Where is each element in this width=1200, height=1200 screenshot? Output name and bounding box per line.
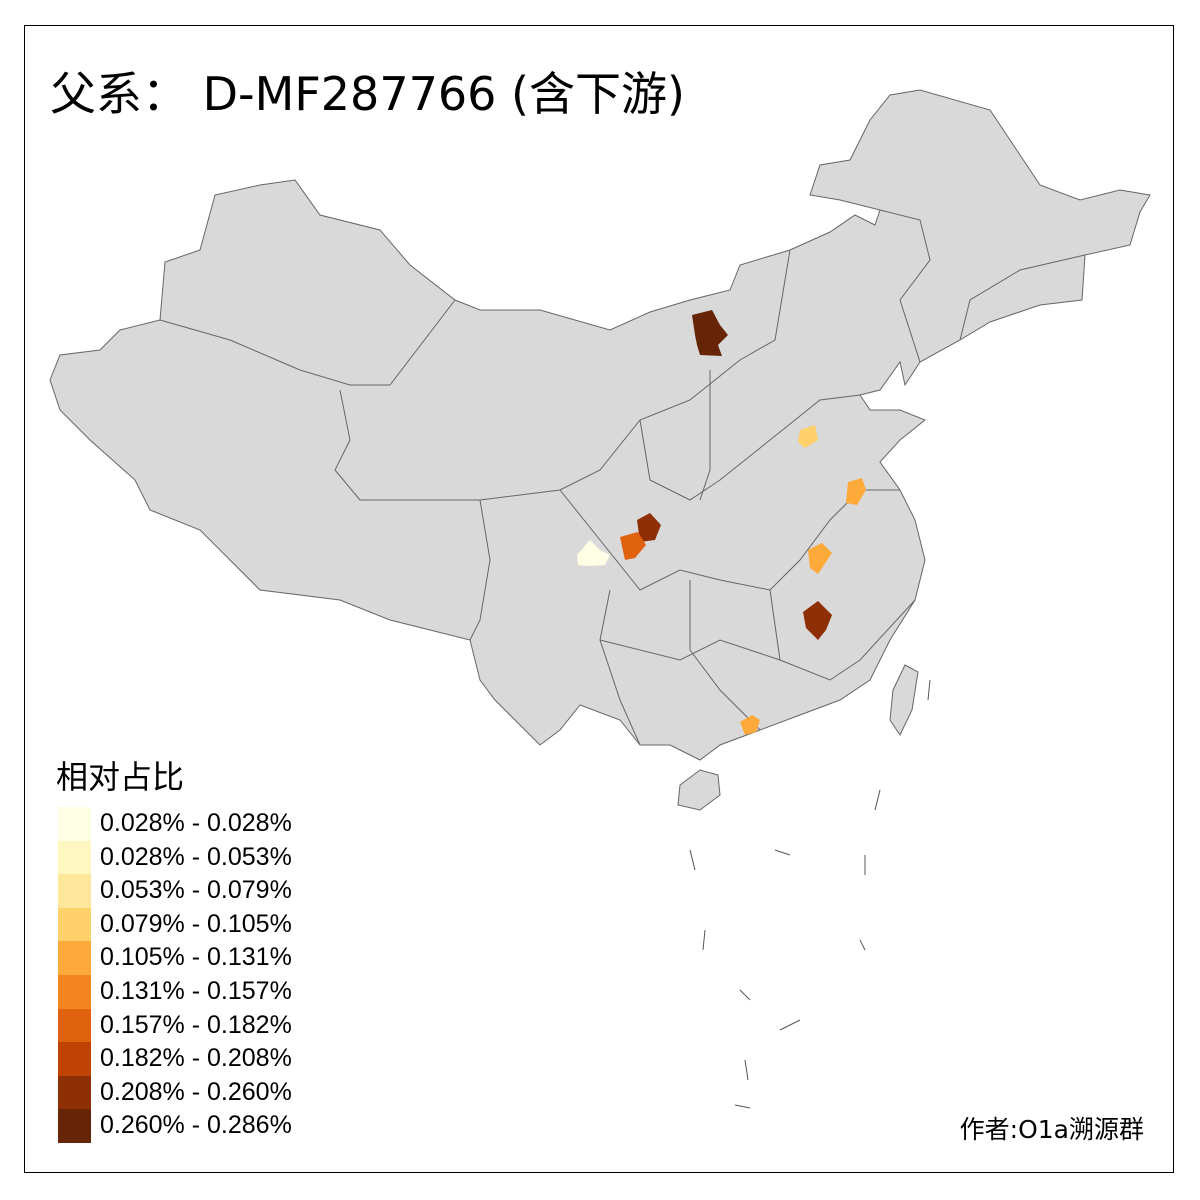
legend-label: 0.131% - 0.157% xyxy=(100,977,292,1005)
legend-label: 0.157% - 0.182% xyxy=(100,1010,292,1039)
highlighted-region xyxy=(620,532,646,560)
legend-swatch xyxy=(58,1042,91,1076)
legend-item: 0.157% - 0.182% xyxy=(58,1008,358,1043)
legend-swatch xyxy=(58,840,91,875)
legend-swatch xyxy=(58,1109,91,1143)
highlighted-region xyxy=(577,540,610,566)
legend-label: 0.079% - 0.105% xyxy=(100,909,292,938)
highlighted-region xyxy=(692,310,728,356)
legend-item: 0.182% - 0.208% xyxy=(58,1042,358,1076)
china-mainland xyxy=(49,89,1151,761)
taiwan xyxy=(889,664,919,737)
legend-swatch xyxy=(58,907,91,942)
legend-label: 0.053% - 0.079% xyxy=(100,876,292,905)
map-frame xyxy=(24,25,1174,1173)
legend-label: 0.182% - 0.208% xyxy=(100,1044,292,1073)
legend-swatch xyxy=(58,874,91,908)
legend-item: 0.131% - 0.157% xyxy=(58,975,358,1009)
highlighted-regions xyxy=(577,310,866,735)
author-credit: 作者:O1a溯源群 xyxy=(959,1115,1144,1144)
legend-item: 0.028% - 0.028% xyxy=(58,807,358,841)
page-title: 父系： D-MF287766 (含下游) xyxy=(50,67,685,121)
legend-title: 相对占比 xyxy=(56,758,185,796)
legend-label: 0.105% - 0.131% xyxy=(100,943,292,972)
south-sea-islands xyxy=(689,679,931,1109)
legend-item: 0.208% - 0.260% xyxy=(58,1075,358,1110)
legend-label: 0.028% - 0.028% xyxy=(100,809,292,837)
highlighted-region xyxy=(637,513,661,542)
legend-item: 0.028% - 0.053% xyxy=(58,840,358,875)
legend-item: 0.105% - 0.131% xyxy=(58,941,358,975)
hainan xyxy=(677,769,721,811)
legend-label: 0.260% - 0.286% xyxy=(100,1111,292,1140)
highlighted-region xyxy=(846,478,866,505)
legend-swatch xyxy=(58,941,91,975)
highlighted-region xyxy=(808,543,832,574)
legend-label: 0.028% - 0.053% xyxy=(100,842,292,871)
legend-swatch xyxy=(58,807,91,841)
highlighted-region xyxy=(798,425,818,448)
legend-item: 0.079% - 0.105% xyxy=(58,907,358,942)
legend-swatch xyxy=(58,975,91,1009)
legend-item: 0.053% - 0.079% xyxy=(58,874,358,908)
highlighted-region xyxy=(803,601,832,640)
legend-swatch xyxy=(58,1075,91,1110)
legend-label: 0.208% - 0.260% xyxy=(100,1077,292,1106)
highlighted-region xyxy=(740,715,760,735)
legend-item: 0.260% - 0.286% xyxy=(58,1109,358,1143)
legend-swatch xyxy=(58,1008,91,1043)
province-borders xyxy=(159,209,1086,746)
